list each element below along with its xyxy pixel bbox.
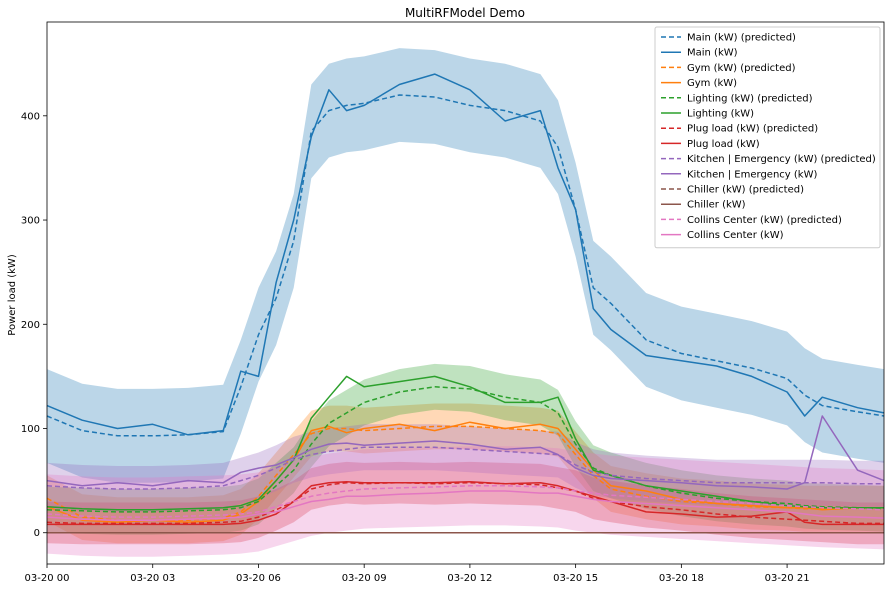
legend-label-2: Gym (kW) (predicted) — [687, 63, 796, 74]
x-tick-label-0: 03-20 00 — [25, 573, 70, 584]
legend-label-13: Collins Center (kW) — [687, 230, 784, 241]
chart-title: MultiRFModel Demo — [405, 6, 525, 20]
legend-label-0: Main (kW) (predicted) — [687, 33, 796, 44]
band-2 — [47, 403, 884, 544]
y-tick-label-3: 300 — [21, 216, 40, 227]
x-tick-label-5: 03-20 15 — [553, 573, 598, 584]
legend-label-11: Chiller (kW) — [687, 200, 746, 211]
x-tick-label-1: 03-20 03 — [130, 573, 175, 584]
band-4 — [47, 363, 884, 535]
band-6 — [47, 461, 884, 545]
series-line-9 — [46, 415, 885, 490]
legend-label-5: Lighting (kW) — [687, 109, 754, 120]
legend-label-1: Main (kW) — [687, 48, 738, 59]
legend-label-3: Gym (kW) — [687, 78, 737, 89]
y-axis: 0 100 200 300 400 — [21, 111, 47, 539]
legend-label-7: Plug load (kW) — [687, 139, 760, 150]
series-line-13 — [46, 490, 885, 521]
series-lines — [46, 73, 885, 534]
confidence-bands — [47, 48, 884, 557]
series-line-6 — [46, 481, 884, 525]
plot-frame — [46, 21, 885, 565]
x-tick-label-2: 03-20 06 — [236, 573, 281, 584]
legend-label-8: Kitchen | Emergency (kW) (predicted) — [687, 154, 876, 165]
x-tick-label-7: 03-20 21 — [765, 573, 810, 584]
y-tick-label-2: 200 — [21, 320, 40, 331]
series-line-7 — [47, 480, 884, 526]
x-tick-label-3: 03-20 09 — [342, 573, 387, 584]
legend-label-10: Chiller (kW) (predicted) — [687, 185, 804, 196]
legend-label-12: Collins Center (kW) (predicted) — [687, 215, 842, 226]
series-line-5 — [46, 375, 884, 511]
x-tick-label-6: 03-20 18 — [659, 573, 704, 584]
y-tick-label-4: 400 — [21, 111, 40, 122]
legend-box — [654, 26, 881, 249]
series-line-2 — [46, 425, 884, 521]
y-tick-label-1: 100 — [21, 424, 40, 435]
series-line-0 — [46, 94, 885, 437]
y-axis-label: Power load (kW) — [7, 254, 18, 336]
x-tick-label-4: 03-20 12 — [447, 573, 492, 584]
y-tick-label-0: 0 — [34, 528, 40, 539]
series-line-1 — [46, 73, 885, 436]
series-line-8 — [46, 446, 884, 490]
series-line-4 — [46, 386, 885, 513]
legend-label-9: Kitchen | Emergency (kW) — [687, 169, 817, 180]
band-0 — [47, 48, 884, 483]
x-axis: 03-20 00 03-20 03 03-20 06 03-20 09 03-20 12… — [25, 564, 810, 584]
band-12 — [47, 446, 884, 557]
series-line-12 — [46, 485, 885, 518]
legend-label-4: Lighting (kW) (predicted) — [687, 93, 813, 104]
series-line-3 — [46, 421, 884, 524]
legend-label-6: Plug load (kW) (predicted) — [687, 124, 818, 135]
legend: Main (kW) (predicted) Main (kW) Gym (kW) (… — [654, 26, 881, 249]
